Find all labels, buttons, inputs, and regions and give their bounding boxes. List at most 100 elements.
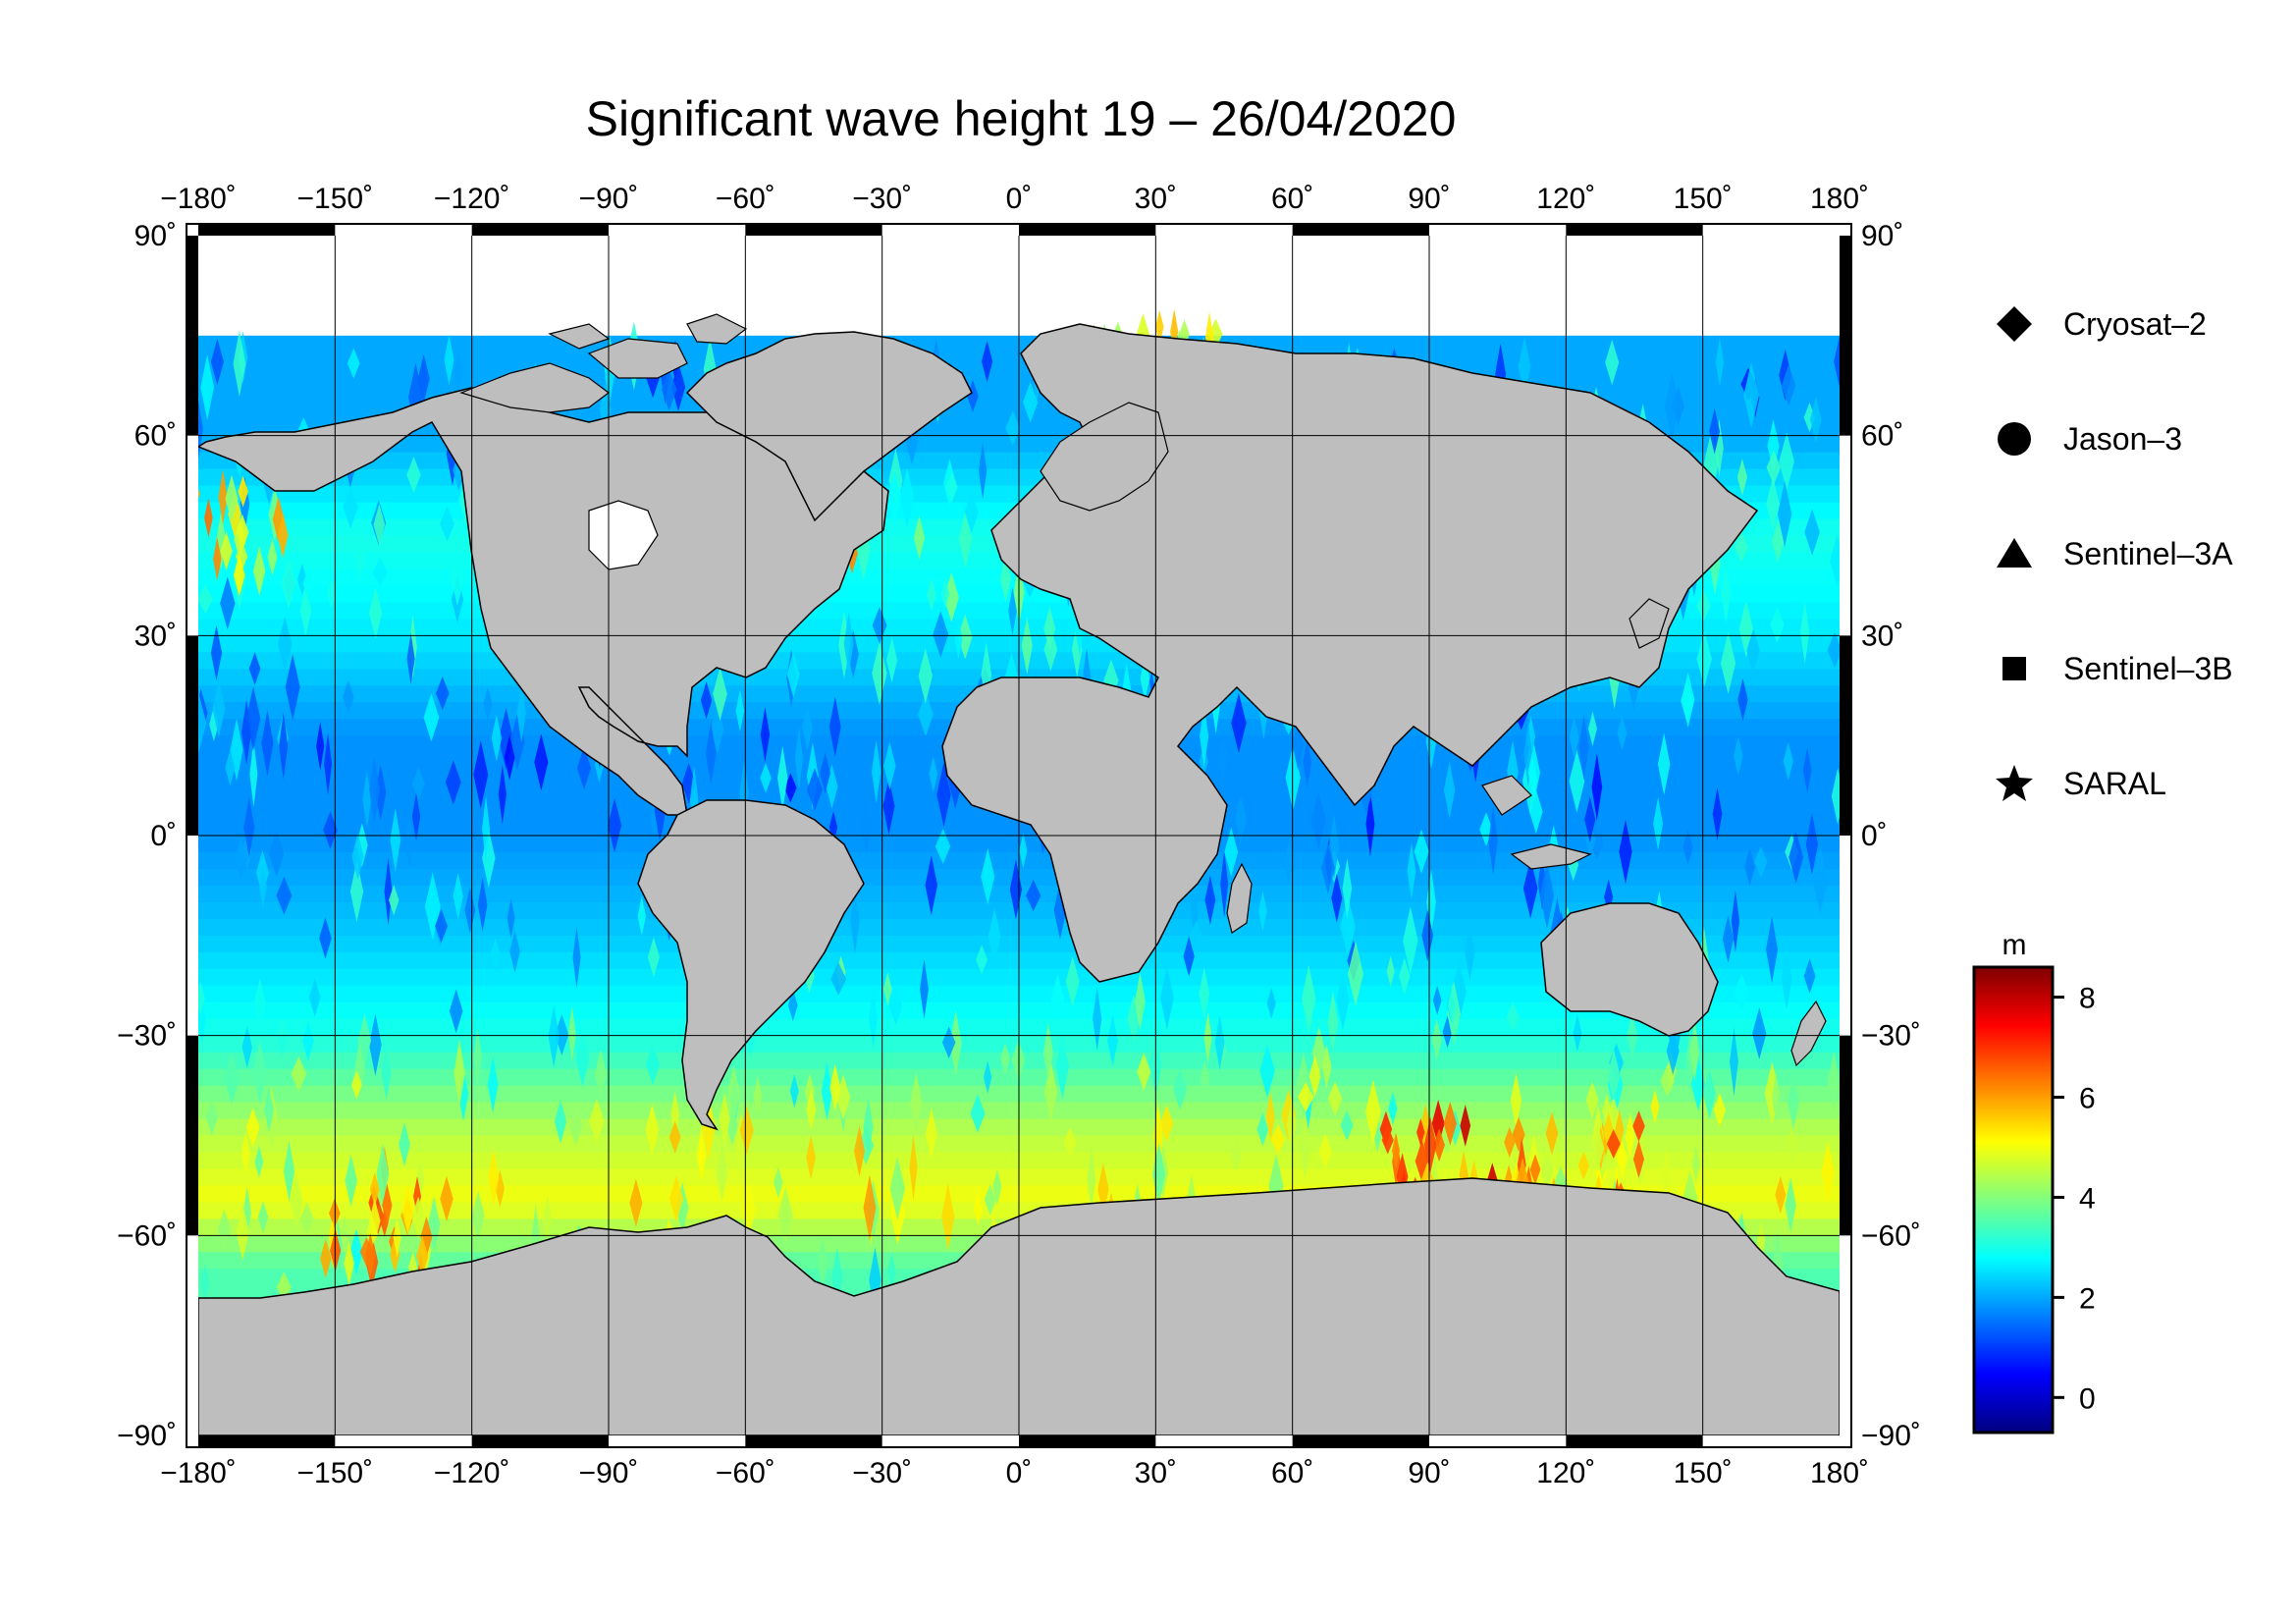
peak-track-segment	[238, 475, 248, 508]
track-segment	[1821, 1140, 1835, 1203]
track-segment	[233, 330, 246, 398]
track-segment	[281, 559, 296, 610]
track-segment	[773, 1166, 783, 1199]
track-segment	[739, 1105, 754, 1156]
track-segment	[860, 795, 873, 854]
peak-track-segment	[1416, 1118, 1425, 1147]
track-segment	[882, 777, 895, 836]
track-segment	[1087, 1145, 1095, 1215]
track-segment	[198, 584, 214, 615]
track-segment	[472, 1028, 483, 1087]
track-segment	[588, 1099, 605, 1144]
track-segment	[1691, 1145, 1700, 1183]
track-segment	[1440, 1116, 1454, 1155]
track-segment	[899, 467, 915, 528]
track-segment	[450, 546, 465, 606]
track-segment	[220, 576, 236, 630]
track-segment	[1443, 761, 1456, 819]
track-segment	[647, 937, 660, 978]
track-segment	[1775, 1175, 1787, 1215]
track-segment	[1746, 628, 1760, 673]
track-segment	[276, 1021, 289, 1056]
track-segment	[1388, 1092, 1398, 1125]
track-segment	[1217, 736, 1229, 781]
track-segment	[483, 686, 493, 722]
lon-tick-label-top: 90˚	[1408, 183, 1450, 215]
track-segment	[1569, 749, 1585, 813]
peak-track-segment	[413, 1175, 422, 1217]
track-segment	[198, 753, 207, 806]
track-segment	[326, 577, 337, 610]
track-segment	[357, 1013, 372, 1067]
track-segment	[487, 1055, 499, 1113]
lon-tick-label-bottom: 180˚	[1810, 1457, 1869, 1489]
track-segment	[1256, 1111, 1269, 1147]
track-segment	[575, 1029, 590, 1088]
peak-track-segment	[153, 497, 166, 554]
track-segment	[254, 1145, 264, 1179]
track-segment	[913, 514, 926, 561]
lon-tick-label-bottom: −180˚	[160, 1457, 237, 1489]
track-segment	[1578, 714, 1589, 781]
frame-tick-bottom	[198, 1435, 336, 1447]
track-segment	[1696, 630, 1712, 687]
lon-tick-label-bottom: 90˚	[1408, 1457, 1450, 1489]
track-segment	[1285, 744, 1301, 811]
peak-track-segment	[411, 1196, 426, 1239]
track-segment	[1204, 875, 1216, 925]
peak-track-segment	[1632, 1110, 1645, 1142]
track-segment	[883, 741, 896, 790]
track-segment	[1311, 1026, 1326, 1078]
track-segment	[1672, 386, 1684, 426]
track-segment	[299, 1202, 314, 1236]
track-segment	[760, 762, 772, 793]
peak-track-segment	[277, 512, 289, 559]
lat-tick-label-right: 60˚	[1861, 420, 1903, 453]
track-segment	[390, 807, 401, 873]
peak-track-segment	[218, 468, 228, 525]
frame-tick-bottom	[1566, 1435, 1703, 1447]
track-segment	[973, 1190, 984, 1225]
track-segment	[1689, 1020, 1700, 1082]
track-segment	[198, 693, 207, 753]
track-segment	[372, 557, 389, 587]
peak-track-segment	[1423, 1116, 1437, 1173]
track-segment	[949, 1009, 962, 1077]
track-segment	[1709, 408, 1721, 455]
track-segment	[225, 748, 236, 786]
peak-track-segment	[1591, 1124, 1605, 1172]
track-segment	[629, 1178, 643, 1227]
track-segment	[241, 1026, 253, 1069]
track-segment	[1303, 736, 1312, 788]
track-segment	[1008, 586, 1017, 636]
track-segment	[471, 1190, 485, 1242]
track-segment	[945, 471, 958, 504]
track-segment	[1831, 768, 1840, 825]
track-segment	[1348, 941, 1363, 1007]
track-segment	[323, 811, 338, 849]
track-segment	[1682, 830, 1693, 865]
land-asia-islands	[1481, 598, 1670, 870]
map-gridlines	[198, 236, 1840, 1435]
track-segment	[705, 722, 717, 785]
track-segment	[979, 442, 988, 500]
track-segment	[1681, 672, 1695, 729]
track-segment	[210, 338, 224, 386]
track-segment	[1720, 631, 1736, 695]
lat-tick-label-left: −90˚	[117, 1420, 177, 1452]
track-segment	[645, 1044, 661, 1085]
track-segment	[350, 1069, 362, 1100]
track-segment	[1744, 847, 1756, 887]
peak-track-segment	[150, 464, 163, 516]
track-segment	[719, 1092, 730, 1147]
track-segment	[495, 1169, 505, 1208]
track-segment	[853, 1125, 866, 1177]
track-segment	[918, 647, 934, 704]
peak-track-segment	[1632, 1140, 1644, 1178]
track-segment	[1584, 796, 1596, 843]
peak-track-segment	[365, 1233, 376, 1278]
track-segment	[1605, 339, 1620, 386]
lat-tick-label-right: 90˚	[1861, 220, 1903, 252]
track-segment	[1043, 627, 1058, 672]
track-segment	[1812, 845, 1829, 914]
